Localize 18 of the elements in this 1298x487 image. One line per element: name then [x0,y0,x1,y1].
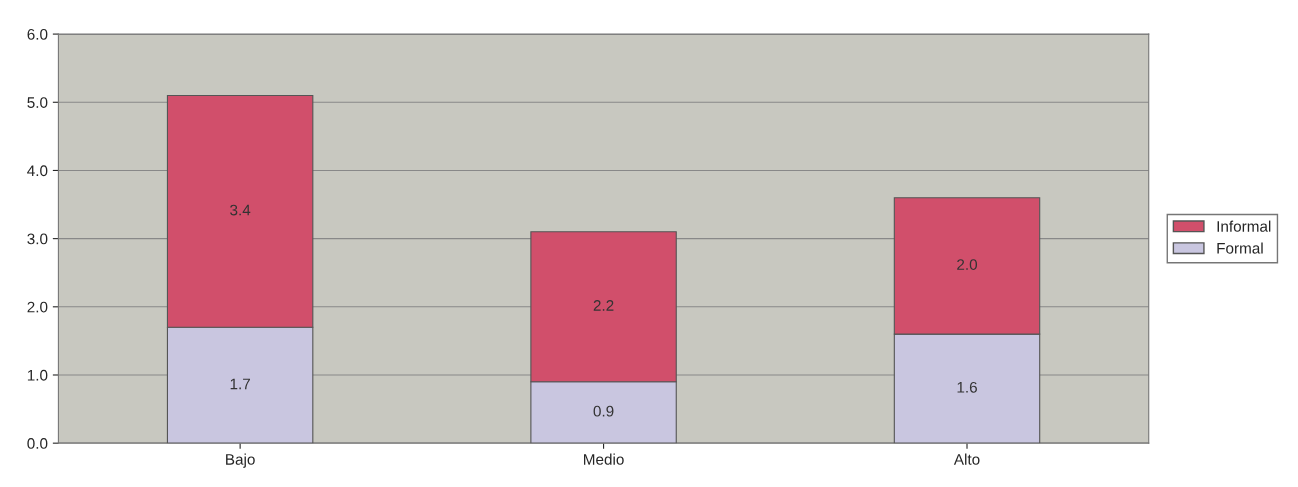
data-label: 0.9 [593,405,614,417]
y-tick-label: 1.0 [27,369,48,381]
y-tick-label: 3.0 [27,233,48,245]
data-label: 3.4 [230,204,251,216]
y-tick-label: 0.0 [27,438,48,449]
x-tick-label: Alto [953,453,980,465]
legend-label: Formal [1217,242,1263,254]
x-tick-label: Medio [584,453,624,465]
data-label: 1.7 [230,378,250,390]
y-tick-label: 5.0 [27,97,48,108]
x-tick-label: Bajo [226,453,255,468]
legend-label: Informal [1217,220,1271,232]
y-tick-label: 2.0 [27,301,48,313]
y-tick-label: 4.0 [27,165,48,177]
data-label: 2.0 [957,259,978,270]
data-label: 1.6 [957,381,977,393]
y-tick-label: 6.0 [27,28,48,40]
data-label: 2.2 [593,300,614,311]
